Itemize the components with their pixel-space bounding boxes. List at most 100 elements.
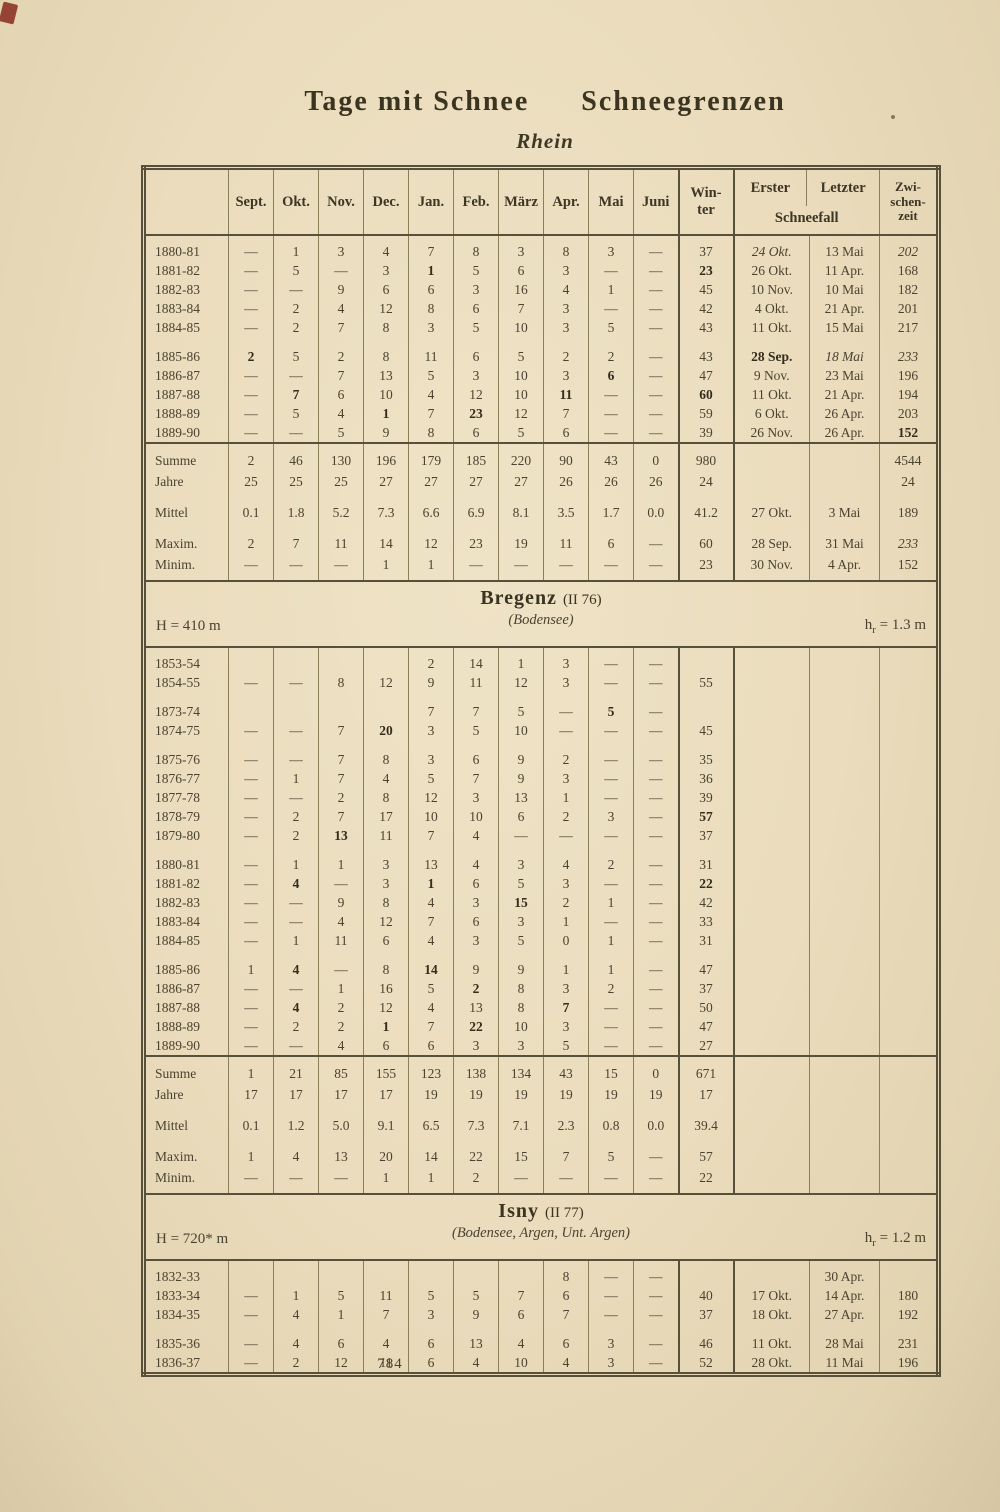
value-cell: 5 (588, 692, 634, 721)
value-cell (273, 647, 319, 673)
value-cell (732, 979, 810, 998)
value-cell: 1 (318, 845, 364, 874)
value-cell: 6 (453, 337, 499, 366)
value-cell: 31 (677, 845, 734, 874)
value-cell: 6 (498, 261, 544, 280)
value-cell: 1 (363, 554, 409, 581)
value-cell: 3 (543, 647, 589, 673)
value-cell: 11 (453, 673, 499, 692)
value-cell: — (588, 874, 634, 893)
value-cell: — (633, 523, 679, 554)
value-cell: 6 (363, 931, 409, 950)
value-cell: 6 (453, 299, 499, 318)
value-cell: 90 (543, 443, 589, 471)
row-label: Mittel (155, 1118, 188, 1133)
value-cell: 8.1 (498, 492, 544, 523)
row-label: 1834-35 (155, 1307, 200, 1322)
value-cell: — (543, 692, 589, 721)
value-cell: 11 (543, 385, 589, 404)
value-cell: 5 (588, 318, 634, 337)
value-cell: 2 (453, 1167, 499, 1194)
value-cell: — (633, 1036, 679, 1056)
value-cell: 9.1 (363, 1105, 409, 1136)
value-cell: 179 (408, 443, 454, 471)
value-cell: — (588, 826, 634, 845)
value-cell: 2 (273, 807, 319, 826)
value-cell: 6 (453, 874, 499, 893)
value-cell: 7 (318, 721, 364, 740)
value-cell (732, 1136, 810, 1167)
value-cell: 8 (363, 337, 409, 366)
value-cell: 3 (453, 931, 499, 950)
value-cell: 4 (273, 998, 319, 1017)
value-cell: 5 (498, 931, 544, 950)
year-group: 1873-74 7 7 5—5—1874-75— —7 20 3 5 10— — —45 (144, 692, 939, 740)
value-cell (809, 788, 880, 807)
value-cell (809, 1084, 880, 1105)
value-cell: 196 (363, 443, 409, 471)
value-cell: 2 (543, 807, 589, 826)
value-cell: 6 (588, 523, 634, 554)
value-cell: 6 (318, 1324, 364, 1353)
value-cell (879, 1167, 939, 1194)
table-row: 1881-82—4—3 1 6 5 3— —22 (144, 874, 939, 893)
value-cell: 4 (273, 1324, 319, 1353)
value-cell: 26 (633, 471, 679, 492)
year-group: 1832-33 8— —30 Apr. 1833-34—1 5 11 5 5 7 6— —40 17 … (144, 1260, 939, 1324)
value-cell: — (633, 721, 679, 740)
value-cell: 12 (363, 299, 409, 318)
table-row: 1884-85—1 11 6 4 3 5 0 1—31 (144, 931, 939, 950)
value-cell: 23 (677, 554, 734, 581)
value-cell: — (633, 318, 679, 337)
value-cell: 9 (498, 740, 544, 769)
value-cell: — (633, 1017, 679, 1036)
value-cell: — (633, 931, 679, 950)
value-cell: 2 (228, 337, 274, 366)
value-cell: — (633, 235, 679, 261)
value-cell: 23 (453, 404, 499, 423)
value-cell: 5 (498, 337, 544, 366)
table-row: 1882-83— —9 6 6 3 16 4 1—45 10 Nov. 10 Mai 182 (144, 280, 939, 299)
value-cell: 2 (588, 337, 634, 366)
table-row: 1887-88—4 2 12 4 13 8 7— —50 (144, 998, 939, 1017)
value-cell: — (633, 1136, 679, 1167)
value-cell: 14 (453, 647, 499, 673)
value-cell: 3 (588, 807, 634, 826)
row-label: Maxim. (155, 536, 198, 551)
station-name: Isny (II 77) (498, 1200, 584, 1222)
value-cell: 7.1 (498, 1105, 544, 1136)
value-cell: 46 (677, 1324, 734, 1353)
value-cell: 10 (498, 1353, 544, 1375)
row-label: 1877-78 (155, 790, 200, 805)
value-cell: 180 (879, 1286, 939, 1305)
value-cell: — (588, 673, 634, 692)
value-cell: — (588, 740, 634, 769)
value-cell (273, 692, 319, 721)
value-cell: — (633, 554, 679, 581)
value-cell: 2 (228, 523, 274, 554)
value-cell: 192 (879, 1305, 939, 1324)
value-cell: 3 (453, 280, 499, 299)
col-header-month: Feb. (453, 167, 499, 236)
value-cell: 57 (677, 1136, 734, 1167)
value-cell: — (633, 337, 679, 366)
col-header-month: Mai (588, 167, 634, 236)
value-cell: — (228, 366, 274, 385)
value-cell: — (228, 423, 274, 443)
value-cell: 7 (273, 385, 319, 404)
row-label: 1854-55 (155, 675, 200, 690)
value-cell: 19 (498, 1084, 544, 1105)
value-cell: — (633, 845, 679, 874)
value-cell: 24 (677, 471, 734, 492)
value-cell: 5 (588, 1136, 634, 1167)
value-cell: 39.4 (677, 1105, 734, 1136)
row-label: 1886-87 (155, 368, 200, 383)
value-cell: 10 (498, 721, 544, 740)
value-cell: 4 (408, 931, 454, 950)
value-cell (879, 893, 939, 912)
value-cell (809, 845, 880, 874)
value-cell: 12 (318, 1353, 364, 1375)
year-group: 1885-86 2 5 2 8 11 6 5 2 2—43 28 Sep. 18 Mai 233 1886… (144, 337, 939, 443)
value-cell: 1 (228, 1056, 274, 1084)
